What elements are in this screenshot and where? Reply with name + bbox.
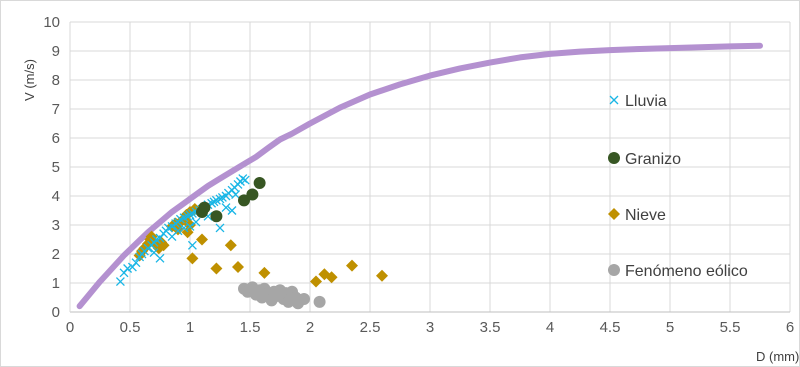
data-point (131, 258, 141, 268)
x-tick-label: 2.5 (360, 319, 381, 336)
y-tick-label: 4 (52, 188, 60, 205)
y-tick-label: 9 (52, 43, 60, 60)
legend-label: Lluvia (625, 93, 667, 110)
data-point (240, 175, 250, 185)
series-1 (196, 176, 266, 223)
data-point (187, 240, 197, 250)
data-point (157, 239, 170, 252)
x-tick-label: 5 (666, 319, 674, 336)
y-tick-label: 2 (52, 246, 60, 263)
data-point (298, 292, 310, 305)
data-point (231, 190, 241, 200)
series-3 (238, 281, 326, 310)
gridlines (70, 21, 791, 312)
data-point (198, 201, 211, 214)
y-tick-label: 1 (52, 275, 60, 292)
data-point (145, 230, 158, 243)
y-tick-label: 8 (52, 72, 60, 89)
x-tick-label: 6 (786, 319, 794, 336)
x-tick-label: 1.5 (240, 319, 261, 336)
tick-labels: 0 0.5 1 1.5 2 2.5 3 3.5 4 4.5 5 5.5 6 0 1 2 3 4 5 6 7 8 9 10 (43, 14, 794, 336)
data-point (173, 226, 183, 236)
data-point (191, 217, 201, 227)
data-points (115, 174, 388, 310)
data-point (238, 194, 250, 207)
data-point (253, 176, 266, 189)
data-point (232, 261, 244, 274)
legend-marker (608, 152, 620, 164)
data-point (258, 266, 271, 279)
data-point (227, 206, 237, 215)
x-tick-label: 4.5 (600, 319, 621, 336)
legend-marker (608, 264, 620, 276)
data-point (210, 262, 223, 275)
x-tick-label: 0.5 (120, 319, 141, 336)
data-point (185, 210, 195, 220)
x-tick-label: 4 (546, 319, 554, 336)
y-tick-label: 5 (52, 159, 60, 176)
data-point (246, 188, 259, 201)
legend-label: Nieve (625, 207, 666, 224)
data-point (224, 239, 237, 252)
data-point (310, 275, 322, 288)
legend-marker (609, 95, 619, 105)
series-2 (133, 203, 388, 288)
data-point (184, 219, 196, 231)
x-tick-label: 2 (306, 319, 314, 336)
data-point (210, 210, 223, 223)
data-point (183, 211, 193, 221)
x-tick-label: 0 (66, 319, 74, 336)
data-point (313, 295, 326, 308)
y-tick-label: 10 (43, 14, 60, 31)
y-axis-title: V (m/s) (22, 59, 37, 101)
data-point (215, 223, 225, 233)
reference-curve (76, 42, 763, 310)
y-tick-label: 3 (52, 217, 60, 234)
data-point (196, 233, 208, 246)
y-tick-label: 7 (52, 101, 60, 118)
y-tick-label: 6 (52, 130, 60, 147)
data-point (221, 203, 231, 213)
data-point (185, 221, 195, 231)
data-point (209, 197, 219, 207)
axes (69, 22, 790, 313)
x-axis-title: D (mm) (756, 349, 799, 364)
legend-label: Granizo (625, 151, 681, 168)
reference-curve-line (76, 42, 763, 310)
x-tick-label: 1 (186, 319, 194, 336)
y-tick-label: 0 (52, 304, 60, 321)
data-point (325, 271, 338, 284)
data-point (115, 277, 125, 287)
legend: Lluvia Granizo Nieve Fenómeno eólico (608, 93, 748, 280)
legend-label: Fenómeno eólico (625, 263, 748, 280)
data-point (215, 194, 225, 204)
data-point (186, 252, 199, 265)
data-point (149, 248, 159, 258)
x-tick-label: 3 (426, 319, 434, 336)
x-tick-label: 5.5 (720, 319, 741, 336)
data-point (346, 259, 358, 272)
legend-marker (608, 208, 620, 220)
data-point (238, 174, 248, 184)
data-point (376, 269, 388, 282)
x-tick-label: 3.5 (480, 319, 501, 336)
